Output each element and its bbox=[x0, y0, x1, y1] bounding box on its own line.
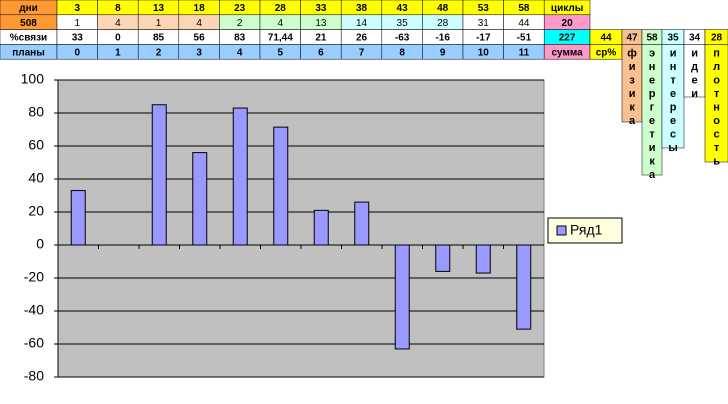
cell-text: 83 bbox=[234, 33, 246, 44]
y-tick-label: 20 bbox=[28, 203, 44, 219]
cell-text: -63 bbox=[395, 33, 410, 44]
cell-text: 13 bbox=[315, 18, 327, 29]
vertical-header-text: идеи bbox=[689, 47, 701, 101]
cell-text: 85 bbox=[153, 33, 165, 44]
cell-text: 4 bbox=[196, 18, 202, 29]
y-tick-label: -80 bbox=[24, 368, 44, 384]
legend-swatch bbox=[556, 225, 567, 236]
cell-text: 14 bbox=[356, 18, 368, 29]
cell-text: 47 bbox=[626, 33, 638, 44]
cell-text: 34 bbox=[689, 33, 701, 44]
cell-text: 44 bbox=[600, 33, 612, 44]
y-tick-label: -20 bbox=[24, 269, 44, 285]
cell-text: 7 bbox=[359, 47, 365, 58]
cell-text: 33 bbox=[315, 3, 327, 14]
cell-text: сумма bbox=[551, 47, 583, 58]
bar bbox=[313, 209, 329, 246]
cell-text: 5 bbox=[278, 47, 284, 58]
cell-text: 9 bbox=[440, 47, 446, 58]
bar bbox=[151, 104, 167, 246]
cell-text: 18 bbox=[194, 3, 206, 14]
y-tick-label: 0 bbox=[36, 236, 44, 252]
cell-text: 38 bbox=[356, 3, 368, 14]
cell-text: 35 bbox=[667, 33, 679, 44]
y-tick-label: 100 bbox=[21, 71, 45, 87]
plot-area bbox=[57, 79, 545, 378]
cell-text: 48 bbox=[437, 3, 449, 14]
cell-text: 31 bbox=[478, 18, 490, 29]
cell-text: 28 bbox=[275, 3, 287, 14]
y-tick-label: -60 bbox=[24, 335, 44, 351]
cell-text: 56 bbox=[194, 33, 206, 44]
cell-text: 3 bbox=[196, 47, 202, 58]
cell-text: циклы bbox=[551, 3, 583, 14]
bar bbox=[232, 107, 248, 246]
y-tick-label: 80 bbox=[28, 104, 44, 120]
y-tick-label: 40 bbox=[28, 170, 44, 186]
vertical-header-text: интересы bbox=[667, 47, 679, 155]
y-tick-label: 60 bbox=[28, 137, 44, 153]
cell-text: 3 bbox=[75, 3, 81, 14]
cell-text: 8 bbox=[399, 47, 405, 58]
cell-text: 1 bbox=[75, 18, 81, 29]
cell-text: 0 bbox=[115, 33, 121, 44]
bar bbox=[273, 126, 289, 246]
bar bbox=[475, 244, 491, 274]
cell-text: 10 bbox=[478, 47, 490, 58]
cell-text: 44 bbox=[518, 18, 530, 29]
bar bbox=[70, 190, 86, 246]
bar bbox=[516, 244, 532, 330]
bar bbox=[354, 201, 370, 246]
bar bbox=[192, 152, 208, 246]
bar bbox=[394, 244, 410, 350]
cell-text: 0 bbox=[75, 47, 81, 58]
bar bbox=[435, 244, 451, 272]
cell-text: ср% bbox=[596, 47, 617, 58]
cell-text: 227 bbox=[559, 33, 576, 44]
cell-text: 23 bbox=[234, 3, 246, 14]
cell-text: 26 bbox=[356, 33, 368, 44]
vertical-header-text: энергетика bbox=[646, 47, 658, 182]
cell-text: 43 bbox=[397, 3, 409, 14]
cell-text: 11 bbox=[519, 47, 530, 58]
cell-text: 13 bbox=[153, 3, 165, 14]
legend-label: Ряд1 bbox=[570, 222, 603, 238]
cell-text: -16 bbox=[435, 33, 450, 44]
cell-text: 58 bbox=[518, 3, 530, 14]
cell-text: планы bbox=[12, 47, 45, 58]
cell-text: 21 bbox=[315, 33, 327, 44]
cell-text: 1 bbox=[156, 18, 162, 29]
cell-text: 35 bbox=[397, 18, 409, 29]
cell-text: 58 bbox=[646, 33, 658, 44]
cell-text: 2 bbox=[156, 47, 162, 58]
cell-text: 2 bbox=[237, 18, 243, 29]
cell-text: 1 bbox=[115, 47, 121, 58]
cell-text: 6 bbox=[318, 47, 324, 58]
cell-text: 53 bbox=[478, 3, 490, 14]
cell-text: 33 bbox=[72, 33, 84, 44]
vertical-header bbox=[704, 44, 728, 163]
cell-text: 28 bbox=[711, 33, 723, 44]
cell-text: 4 bbox=[237, 47, 243, 58]
cell-text: 4 bbox=[115, 18, 121, 29]
y-tick-label: -40 bbox=[24, 302, 44, 318]
cell-text: 8 bbox=[115, 3, 121, 14]
vertical-header-text: плотность bbox=[711, 47, 723, 168]
vertical-header-text: физика bbox=[626, 47, 638, 128]
cell-text: %связи bbox=[10, 33, 47, 44]
cell-text: 20 bbox=[562, 18, 574, 29]
cell-text: -51 bbox=[517, 33, 532, 44]
cell-text: 508 bbox=[20, 18, 37, 29]
cell-text: дни bbox=[19, 3, 38, 14]
cell-text: 28 bbox=[437, 18, 449, 29]
cell-text: 71,44 bbox=[268, 33, 293, 44]
cell-text: -17 bbox=[476, 33, 491, 44]
cell-text: 4 bbox=[278, 18, 284, 29]
